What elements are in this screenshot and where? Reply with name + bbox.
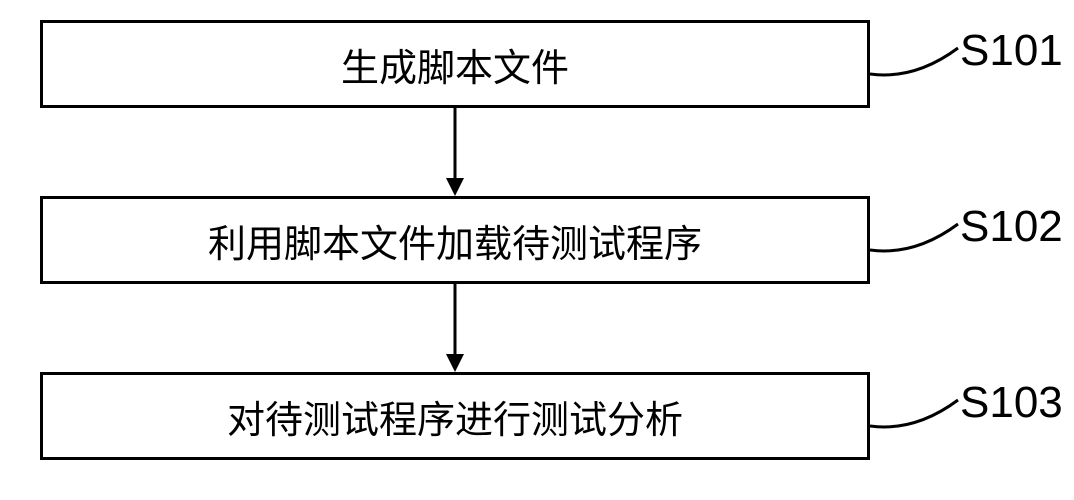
flowchart-arrow bbox=[440, 108, 470, 196]
flowchart-step-text: 生成脚本文件 bbox=[341, 37, 569, 92]
flowchart-container: 生成脚本文件 S101 利用脚本文件加载待测试程序 S102 对待测试程序进行测… bbox=[40, 20, 1030, 480]
step-label-text: S103 bbox=[960, 378, 1063, 427]
flowchart-step-box: 对待测试程序进行测试分析 bbox=[40, 372, 870, 460]
flowchart-step-text: 对待测试程序进行测试分析 bbox=[227, 389, 683, 444]
connector-curve bbox=[870, 206, 960, 266]
flowchart-step-box: 生成脚本文件 bbox=[40, 20, 870, 108]
connector-curve bbox=[870, 30, 960, 90]
flowchart-step-label: S102 bbox=[960, 202, 1063, 252]
flowchart-step-label: S101 bbox=[960, 26, 1063, 76]
flowchart-arrow bbox=[440, 284, 470, 372]
flowchart-step-text: 利用脚本文件加载待测试程序 bbox=[208, 213, 702, 268]
flowchart-step-label: S103 bbox=[960, 378, 1063, 428]
flowchart-step-box: 利用脚本文件加载待测试程序 bbox=[40, 196, 870, 284]
step-label-text: S101 bbox=[960, 26, 1063, 75]
connector-curve bbox=[870, 382, 960, 442]
step-label-text: S102 bbox=[960, 202, 1063, 251]
